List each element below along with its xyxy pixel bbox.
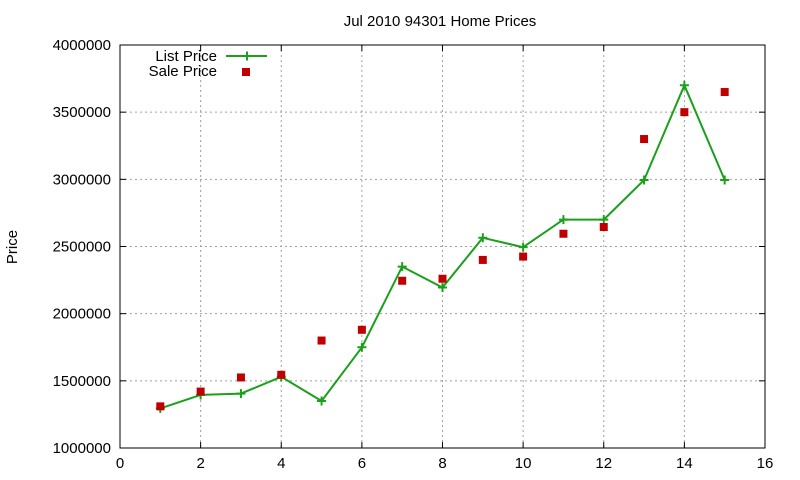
list-price-point — [599, 215, 609, 225]
sale-price-point — [438, 274, 447, 283]
sale-price-point — [720, 88, 729, 97]
sale-price-point — [640, 135, 649, 144]
x-tick-label: 8 — [438, 455, 446, 472]
x-tick-label: 12 — [595, 455, 612, 472]
grid-lines — [120, 45, 765, 448]
sale-price-point — [398, 276, 407, 285]
x-tick-label: 16 — [757, 455, 774, 472]
sale-price-point — [680, 108, 689, 117]
x-tick-label: 6 — [358, 455, 366, 472]
sale-price-point — [236, 373, 245, 382]
list-price-point — [236, 389, 246, 399]
list-price-point — [679, 80, 689, 90]
sale-price-point — [519, 252, 528, 261]
series-layer — [155, 80, 730, 413]
list-price-point — [558, 215, 568, 225]
y-tick-label: 1000000 — [53, 440, 111, 457]
chart-title: Jul 2010 94301 Home Prices — [344, 13, 537, 30]
sale-price-point — [277, 370, 286, 379]
sale-price-point — [196, 387, 205, 396]
sale-price-point — [478, 255, 487, 264]
y-tick-label: 3500000 — [53, 104, 111, 121]
x-tick-label: 2 — [196, 455, 204, 472]
legend-marker-sale-price — [242, 68, 250, 76]
list-price-point — [639, 175, 649, 185]
sale-price-point — [317, 336, 326, 345]
y-tick-label: 2500000 — [53, 239, 111, 256]
y-tick-label: 1500000 — [53, 373, 111, 390]
x-tick-label: 4 — [277, 455, 285, 472]
list-price-point — [720, 175, 730, 185]
sale-price-point — [156, 402, 165, 411]
list-price-point — [397, 262, 407, 272]
legend-label-list-price: List Price — [155, 48, 217, 65]
list-price-point — [438, 282, 447, 292]
y-tick-label: 3000000 — [53, 171, 111, 188]
legend-label-sale-price: Sale Price — [149, 63, 217, 80]
axis-ticks: 0 2 4 6 8 10 12 14 16 1000000 1500000 2000000 250000… — [53, 37, 774, 472]
y-tick-label: 4000000 — [53, 37, 111, 54]
sale-price-point — [599, 223, 608, 232]
y-tick-label: 2000000 — [53, 306, 111, 323]
x-tick-label: 0 — [116, 455, 124, 472]
sale-price-point — [357, 325, 366, 334]
list-price-point — [317, 396, 327, 406]
x-tick-label: 14 — [676, 455, 693, 472]
sale-price-point — [559, 229, 568, 238]
y-axis-label: Price — [4, 230, 21, 264]
legend-marker-list-price — [242, 51, 252, 61]
x-tick-label: 10 — [515, 455, 532, 472]
list-price-point — [518, 242, 528, 252]
list-price-point — [357, 342, 367, 352]
list-price-point — [478, 233, 488, 243]
legend: List Price Sale Price — [149, 48, 267, 80]
